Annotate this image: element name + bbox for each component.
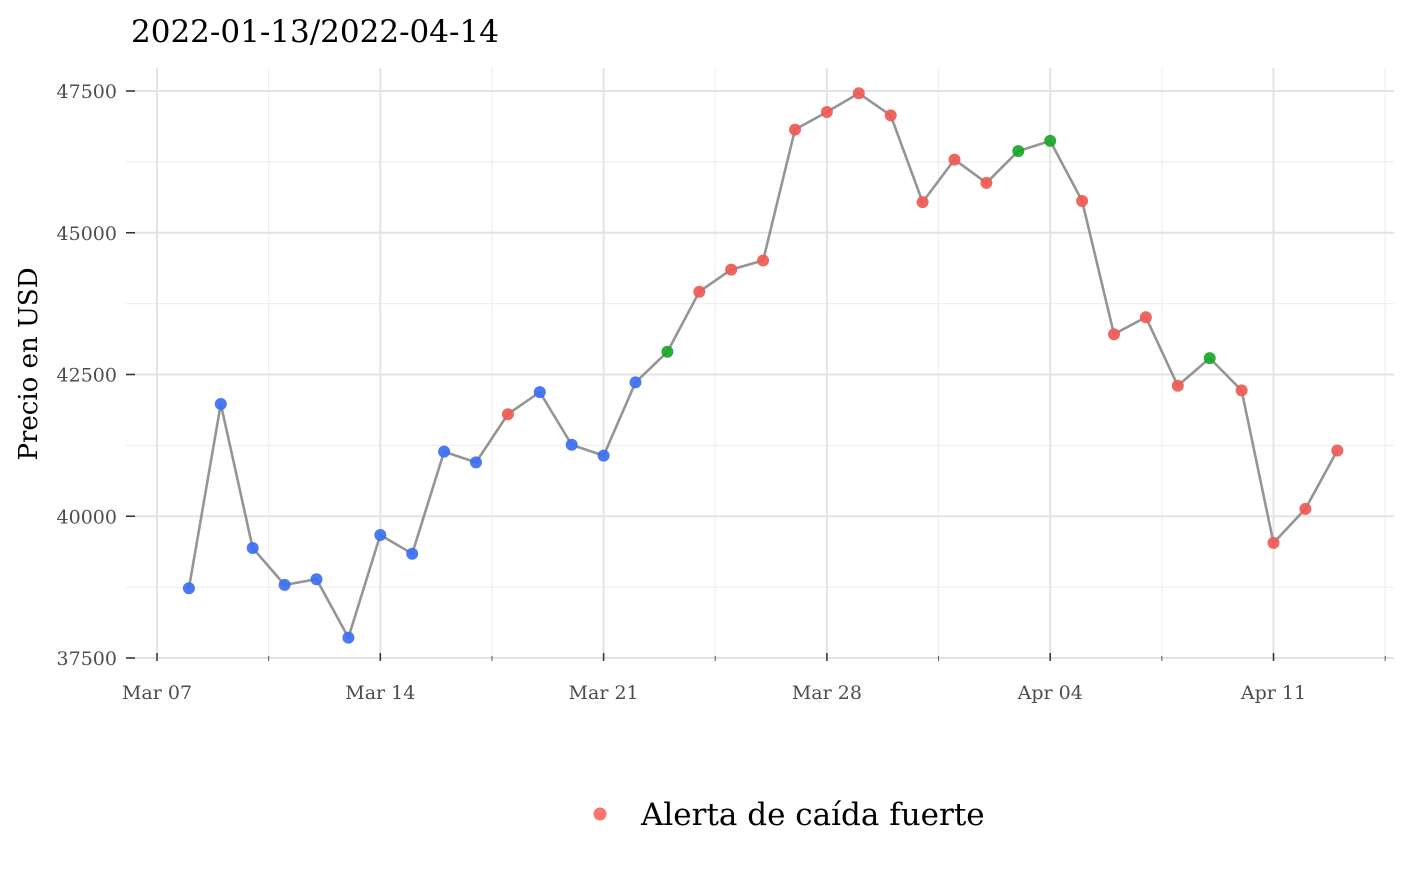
price-line [187, 91, 1339, 641]
data-point [980, 176, 993, 189]
grid [126, 68, 1394, 660]
x-tick-label: Mar 14 [345, 682, 415, 704]
data-point [1171, 379, 1184, 392]
series [182, 87, 1344, 644]
data-point [278, 578, 291, 591]
data-point [501, 408, 514, 421]
data-point [725, 263, 738, 276]
data-point [1044, 134, 1057, 147]
x-tick-label: Apr 04 [1017, 682, 1083, 704]
x-tick-label: Mar 07 [122, 682, 192, 704]
data-point [374, 529, 387, 541]
data-point [1139, 311, 1152, 324]
y-tick-label: 42500 [57, 365, 117, 387]
data-point [884, 109, 897, 122]
data-point [533, 386, 546, 399]
data-point [1331, 444, 1344, 457]
data-point [310, 573, 323, 586]
data-point [565, 438, 578, 451]
data-point [852, 87, 865, 100]
data-point [629, 376, 642, 389]
axis-ticks: 37500 40000 42500 45000 47500 Mar 07 Mar 14 Mar… [57, 81, 1386, 704]
data-point [1267, 536, 1280, 549]
y-tick-label: 40000 [57, 506, 117, 528]
data-point [1203, 352, 1216, 365]
data-point [470, 456, 482, 469]
data-point [1108, 328, 1120, 341]
data-point [661, 345, 674, 358]
data-point [916, 196, 929, 209]
data-point [1299, 502, 1312, 515]
x-tick-label: Mar 28 [792, 682, 862, 704]
legend-label: Alerta de caída fuerte [640, 797, 985, 833]
y-axis-label: Precio en USD [14, 267, 44, 460]
chart-title: 2022-01-13/2022-04-14 [131, 14, 499, 50]
data-point [214, 398, 227, 410]
y-tick-label: 45000 [57, 223, 117, 245]
data-point [789, 123, 801, 136]
data-point [1235, 384, 1248, 397]
data-point [597, 449, 610, 462]
data-point [342, 631, 355, 644]
y-tick-label: 37500 [57, 648, 117, 670]
x-tick-label: Apr 11 [1240, 682, 1306, 704]
x-tick-label: Mar 21 [569, 682, 639, 704]
data-point [1012, 145, 1025, 158]
data-point [246, 542, 259, 554]
legend-marker [593, 807, 607, 821]
data-point [757, 254, 770, 267]
legend: Alerta de caída fuerte [593, 797, 985, 833]
data-point [406, 547, 419, 560]
data-point [182, 582, 195, 595]
y-tick-label: 47500 [57, 81, 117, 103]
data-point [820, 106, 833, 118]
data-point [693, 285, 706, 298]
data-point [948, 153, 961, 166]
data-point [438, 445, 451, 458]
data-point [1076, 195, 1089, 207]
